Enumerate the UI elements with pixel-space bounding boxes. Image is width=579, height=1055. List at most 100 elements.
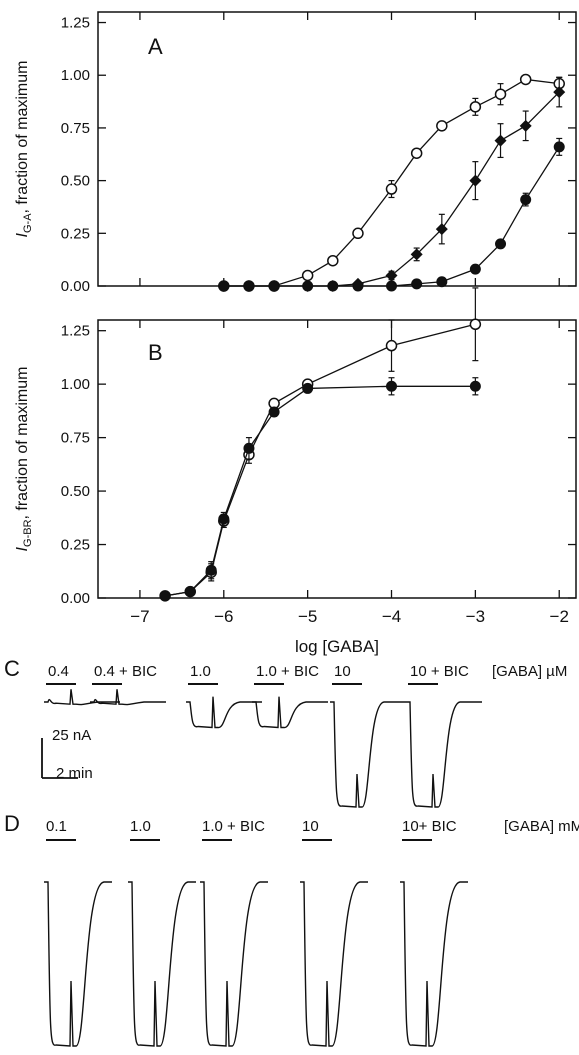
panel-label: A bbox=[148, 34, 163, 59]
plot-frame bbox=[97, 319, 577, 599]
trace-label: 10+ BIC bbox=[402, 818, 457, 835]
data-point-filled-diamond bbox=[385, 269, 398, 282]
panel-d-traces: D [GABA] mM 0.1 1.0 1.0 + BIC 10 10+ BIC bbox=[4, 811, 579, 1047]
data-point-filled-circle bbox=[159, 590, 171, 602]
data-point-filled-circle bbox=[469, 380, 481, 392]
data-point-filled-circle bbox=[352, 280, 364, 292]
series-filled-circle bbox=[218, 137, 565, 292]
data-point-filled-circle bbox=[268, 406, 280, 418]
data-point-filled-circle bbox=[243, 442, 255, 454]
x-tick-label: −3 bbox=[466, 607, 485, 626]
data-point-filled-circle bbox=[469, 263, 481, 275]
series-filled-circle bbox=[159, 377, 481, 602]
data-point-filled-circle bbox=[302, 382, 314, 394]
data-point-open-circle bbox=[301, 269, 314, 282]
data-point-filled-diamond bbox=[469, 174, 482, 187]
series-open-circle bbox=[218, 73, 565, 292]
series-open-circle bbox=[159, 287, 482, 602]
current-trace bbox=[252, 696, 328, 729]
y-axis-title-text: , fraction of maximum bbox=[14, 61, 31, 214]
scale-time-label: 2 min bbox=[56, 765, 93, 782]
y-axis-title-text: , fraction of maximum bbox=[14, 367, 31, 520]
y-tick-label: 0.25 bbox=[61, 225, 90, 242]
y-axis-title-subscript: G-A bbox=[22, 213, 34, 233]
current-trace bbox=[300, 881, 368, 1047]
current-trace bbox=[330, 701, 406, 808]
y-tick-label: 1.00 bbox=[61, 376, 90, 393]
panel-label: C bbox=[4, 656, 20, 681]
trace-label: 0.4 + BIC bbox=[94, 663, 157, 680]
data-point-open-circle bbox=[469, 101, 482, 113]
data-point-filled-circle bbox=[520, 194, 532, 206]
trace-label: 10 bbox=[302, 818, 319, 835]
current-trace bbox=[400, 881, 468, 1047]
panel-b-chart: B 0.00 0.25 0.50 0.75 1.00 1.25 −7 −6 −5 −4 −3 −2 log… bbox=[14, 287, 577, 656]
y-tick-label: 1.25 bbox=[61, 323, 90, 340]
current-trace bbox=[406, 701, 482, 808]
y-axis-title: IG-A, fraction of maximum bbox=[14, 61, 34, 238]
x-tick-label: −4 bbox=[382, 607, 401, 626]
data-point-filled-circle bbox=[386, 280, 398, 292]
trace-label: 10 + BIC bbox=[410, 663, 469, 680]
trace-label: 0.4 bbox=[48, 663, 69, 680]
data-point-open-circle bbox=[410, 147, 423, 159]
data-point-filled-circle bbox=[268, 280, 280, 292]
x-tick-label: −5 bbox=[298, 607, 317, 626]
concentration-unit-label: [GABA] mM bbox=[504, 818, 579, 835]
current-trace bbox=[90, 689, 166, 706]
data-point-filled-circle bbox=[218, 280, 230, 292]
y-tick-label: 0.00 bbox=[61, 278, 90, 295]
data-point-open-circle bbox=[436, 120, 448, 132]
trace-label: 10 bbox=[334, 663, 351, 680]
data-point-open-circle bbox=[494, 88, 507, 100]
y-tick-label: 1.25 bbox=[61, 15, 90, 32]
data-point-filled-circle bbox=[327, 280, 339, 292]
y-axis-title-symbol: I bbox=[14, 546, 31, 551]
y-tick-label: 0.00 bbox=[61, 590, 90, 607]
data-point-open-circle bbox=[519, 73, 532, 86]
data-point-filled-diamond bbox=[519, 119, 532, 132]
trace-label: 1.0 + BIC bbox=[256, 663, 319, 680]
data-point-filled-diamond bbox=[410, 248, 423, 261]
panel-label: D bbox=[4, 811, 20, 836]
y-tick-label: 0.75 bbox=[61, 120, 90, 137]
data-point-filled-circle bbox=[302, 280, 314, 292]
data-point-filled-circle bbox=[205, 564, 217, 576]
current-trace bbox=[186, 696, 262, 729]
y-tick-label: 1.00 bbox=[61, 67, 90, 84]
data-point-filled-diamond bbox=[494, 134, 507, 147]
series-line bbox=[223, 146, 560, 287]
series-line bbox=[164, 323, 476, 597]
x-tick-label: −6 bbox=[214, 607, 233, 626]
data-point-open-circle bbox=[327, 254, 339, 267]
data-point-filled-circle bbox=[184, 586, 196, 598]
trace-label: 1.0 bbox=[190, 663, 211, 680]
trace-label: 1.0 bbox=[130, 818, 151, 835]
scale-current-label: 25 nA bbox=[52, 727, 91, 744]
concentration-unit-label: [GABA] µM bbox=[492, 663, 567, 680]
trace-label: 0.1 bbox=[46, 818, 67, 835]
panel-c-traces: C [GABA] µM 0.4 0.4 + BIC 1.0 1.0 + BIC 10 10 +… bbox=[4, 656, 567, 808]
current-trace bbox=[44, 881, 112, 1047]
x-tick-label: −2 bbox=[550, 607, 569, 626]
data-point-open-circle bbox=[385, 339, 398, 352]
y-axis-title-subscript: G-BR bbox=[22, 519, 34, 547]
data-point-filled-circle bbox=[218, 513, 230, 525]
data-point-filled-circle bbox=[495, 238, 507, 250]
data-point-filled-circle bbox=[411, 278, 423, 290]
current-trace bbox=[44, 689, 120, 706]
x-axis-title: log [GABA] bbox=[295, 637, 379, 656]
current-trace bbox=[200, 881, 268, 1047]
data-point-filled-circle bbox=[243, 280, 255, 292]
data-point-open-circle bbox=[385, 183, 398, 195]
data-point-filled-circle bbox=[553, 141, 565, 153]
panel-a-chart: A 0.00 0.25 0.50 0.75 1.00 1.25 IG-A, fraction … bbox=[14, 11, 577, 295]
panel-label: B bbox=[148, 340, 163, 365]
data-point-filled-diamond bbox=[553, 86, 566, 99]
data-point-filled-circle bbox=[386, 380, 398, 392]
data-point-filled-circle bbox=[436, 276, 448, 288]
y-axis-title: IG-BR, fraction of maximum bbox=[14, 367, 34, 552]
current-trace bbox=[128, 881, 196, 1047]
y-tick-label: 0.25 bbox=[61, 537, 90, 554]
trace-label: 1.0 + BIC bbox=[202, 818, 265, 835]
